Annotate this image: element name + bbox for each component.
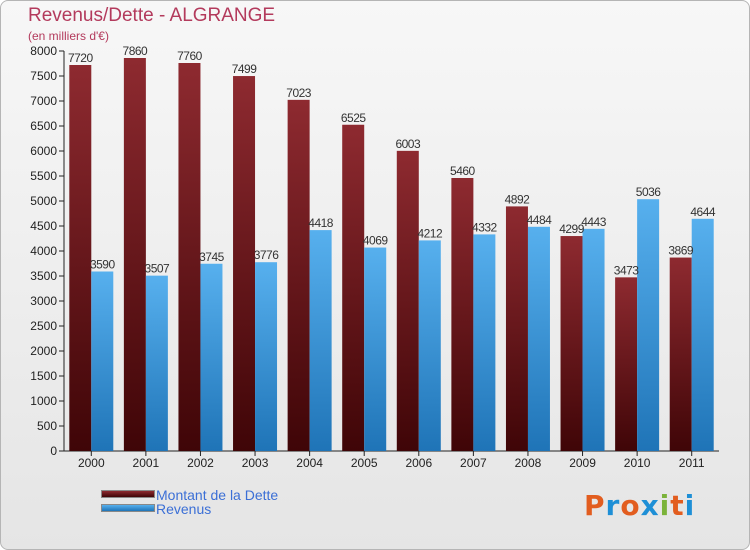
y-tick-label: 3000 bbox=[30, 294, 57, 308]
logo-letter: i bbox=[684, 489, 696, 522]
chart-subtitle: (en milliers d'€) bbox=[28, 29, 109, 43]
data-label-dette: 3869 bbox=[668, 244, 694, 258]
bar-revenus bbox=[582, 228, 605, 451]
x-tick-label: 2004 bbox=[296, 456, 323, 470]
data-label-dette: 5460 bbox=[450, 164, 476, 178]
bar-revenus bbox=[418, 240, 441, 451]
data-label-revenus: 3776 bbox=[254, 248, 280, 262]
data-label-dette: 3473 bbox=[614, 263, 640, 277]
x-tick-label: 2008 bbox=[515, 456, 542, 470]
legend-swatch-revenus bbox=[101, 504, 155, 512]
x-tick-label: 2000 bbox=[78, 456, 105, 470]
data-label-dette: 6003 bbox=[395, 137, 421, 151]
y-tick-label: 500 bbox=[37, 419, 57, 433]
y-tick-label: 3500 bbox=[30, 269, 57, 283]
data-label-dette: 4892 bbox=[505, 192, 531, 206]
y-tick-label: 5000 bbox=[30, 194, 57, 208]
proxiti-logo: Proxiti bbox=[584, 489, 695, 522]
y-tick-label: 1000 bbox=[30, 394, 57, 408]
legend-label-dette: Montant de la Dette bbox=[156, 487, 279, 503]
x-tick-label: 2001 bbox=[133, 456, 160, 470]
logo-letter: o bbox=[620, 489, 641, 522]
y-tick-label: 7000 bbox=[30, 94, 57, 108]
bar-revenus bbox=[200, 263, 223, 451]
bar-revenus bbox=[91, 271, 114, 451]
bar-dette bbox=[669, 257, 692, 451]
y-tick-label: 4500 bbox=[30, 219, 57, 233]
legend-label-revenus: Revenus bbox=[156, 501, 212, 517]
logo-letter: i bbox=[659, 489, 671, 522]
bar-revenus bbox=[255, 262, 278, 451]
bar-revenus bbox=[691, 218, 714, 451]
y-tick-label: 2500 bbox=[30, 319, 57, 333]
x-tick-label: 2011 bbox=[679, 456, 705, 470]
logo-letter: t bbox=[670, 489, 685, 522]
logo-letter: r bbox=[605, 489, 621, 522]
data-label-revenus: 4332 bbox=[472, 220, 498, 234]
bar-revenus bbox=[364, 247, 387, 451]
bar-dette bbox=[560, 236, 583, 451]
y-tick-label: 6000 bbox=[30, 144, 57, 158]
y-tick-label: 8000 bbox=[30, 44, 57, 58]
logo-letter: P bbox=[584, 489, 606, 522]
data-label-revenus: 3590 bbox=[90, 258, 116, 272]
y-tick-label: 6500 bbox=[30, 119, 57, 133]
bar-revenus bbox=[637, 199, 660, 451]
y-tick-label: 2000 bbox=[30, 344, 57, 358]
logo-letter: x bbox=[640, 489, 660, 522]
data-label-dette: 7720 bbox=[68, 51, 94, 65]
x-tick-label: 2009 bbox=[569, 456, 596, 470]
y-tick-label: 5500 bbox=[30, 169, 57, 183]
bar-revenus bbox=[473, 234, 496, 451]
y-tick-label: 1500 bbox=[30, 369, 57, 383]
x-tick-label: 2006 bbox=[405, 456, 432, 470]
data-label-dette: 6525 bbox=[341, 111, 367, 125]
data-label-revenus: 3507 bbox=[145, 262, 171, 276]
bar-dette bbox=[342, 124, 365, 451]
x-tick-label: 2005 bbox=[351, 456, 378, 470]
data-label-dette: 7499 bbox=[232, 62, 258, 76]
x-tick-label: 2007 bbox=[460, 456, 487, 470]
x-tick-label: 2003 bbox=[242, 456, 269, 470]
bar-dette bbox=[233, 76, 256, 452]
data-label-revenus: 4069 bbox=[363, 234, 389, 248]
y-tick-label: 4000 bbox=[30, 244, 57, 258]
data-label-dette: 4299 bbox=[559, 222, 585, 236]
data-label-revenus: 4484 bbox=[527, 213, 553, 227]
bar-revenus bbox=[527, 226, 550, 451]
data-label-revenus: 4212 bbox=[417, 226, 443, 240]
bar-dette bbox=[287, 99, 310, 451]
data-label-revenus: 4443 bbox=[581, 215, 607, 229]
bar-dette bbox=[505, 206, 528, 451]
bar-dette bbox=[615, 277, 638, 451]
x-tick-label: 2010 bbox=[624, 456, 651, 470]
bar-revenus bbox=[309, 230, 332, 451]
data-label-dette: 7760 bbox=[177, 49, 203, 63]
bar-dette bbox=[178, 63, 201, 451]
bar-dette bbox=[396, 150, 419, 451]
bar-dette bbox=[123, 58, 146, 451]
data-label-revenus: 5036 bbox=[636, 185, 662, 199]
data-label-revenus: 4644 bbox=[690, 205, 716, 219]
chart-title: Revenus/Dette - ALGRANGE bbox=[28, 5, 276, 26]
x-tick-label: 2002 bbox=[187, 456, 214, 470]
data-label-dette: 7860 bbox=[123, 44, 149, 58]
legend-swatch-dette bbox=[101, 490, 155, 498]
bar-revenus bbox=[145, 275, 168, 451]
y-tick-label: 0 bbox=[50, 444, 57, 458]
y-tick-label: 7500 bbox=[30, 69, 57, 83]
data-label-revenus: 3745 bbox=[199, 250, 225, 264]
bar-dette bbox=[451, 178, 474, 451]
data-label-dette: 7023 bbox=[286, 86, 312, 100]
bar-dette bbox=[69, 65, 92, 451]
data-label-revenus: 4418 bbox=[308, 216, 334, 230]
